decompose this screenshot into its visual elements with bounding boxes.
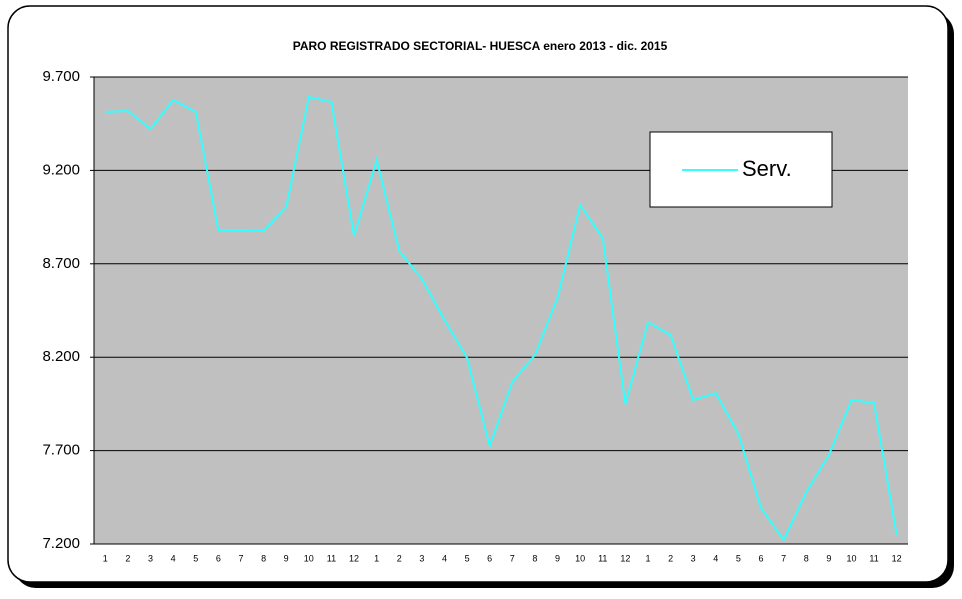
x-tick-label: 5 <box>736 553 741 563</box>
y-tick-label: 9.700 <box>42 68 80 85</box>
y-tick-label: 8.700 <box>42 255 80 272</box>
x-tick-label: 7 <box>510 553 515 563</box>
x-tick-label: 7 <box>238 553 243 563</box>
x-tick-label: 8 <box>532 553 537 563</box>
x-tick-label: 4 <box>713 553 718 563</box>
x-tick-label: 4 <box>171 553 176 563</box>
x-tick-label: 5 <box>193 553 198 563</box>
x-tick-label: 1 <box>103 553 108 563</box>
x-tick-label: 10 <box>846 553 856 563</box>
x-tick-label: 11 <box>327 553 336 563</box>
x-tick-label: 6 <box>759 553 764 563</box>
x-tick-label: 9 <box>555 553 560 563</box>
x-tick-label: 8 <box>804 553 809 563</box>
x-tick-label: 12 <box>892 553 902 563</box>
legend-label: Serv. <box>742 156 792 181</box>
legend-box <box>649 131 833 208</box>
x-tick-label: 4 <box>442 553 447 563</box>
x-tick-label: 12 <box>620 553 630 563</box>
x-tick-label: 3 <box>148 553 153 563</box>
x-tick-label: 3 <box>691 553 696 563</box>
y-tick-label: 7.200 <box>42 535 80 552</box>
x-tick-label: 2 <box>397 553 402 563</box>
x-tick-label: 11 <box>598 553 607 563</box>
x-tick-label: 5 <box>465 553 470 563</box>
x-tick-label: 11 <box>869 553 878 563</box>
x-tick-label: 12 <box>349 553 359 563</box>
y-tick-label: 9.200 <box>42 161 80 178</box>
x-tick-label: 1 <box>374 553 379 563</box>
x-tick-label: 2 <box>125 553 130 563</box>
x-tick-label: 6 <box>487 553 492 563</box>
x-tick-label: 10 <box>304 553 314 563</box>
y-tick-label: 7.700 <box>42 442 80 459</box>
y-tick-label: 8.200 <box>42 348 80 365</box>
x-tick-label: 3 <box>419 553 424 563</box>
x-tick-label: 8 <box>261 553 266 563</box>
line <box>105 95 898 542</box>
x-tick-label: 6 <box>216 553 221 563</box>
x-tick-label: 7 <box>781 553 786 563</box>
x-tick-label: 2 <box>668 553 673 563</box>
x-tick-label: 9 <box>284 553 289 563</box>
x-tick-label: 10 <box>575 553 585 563</box>
x-tick-label: 9 <box>826 553 831 563</box>
chart-title: PARO REGISTRADO SECTORIAL- HUESCA enero … <box>293 39 668 53</box>
x-tick-label: 1 <box>645 553 650 563</box>
